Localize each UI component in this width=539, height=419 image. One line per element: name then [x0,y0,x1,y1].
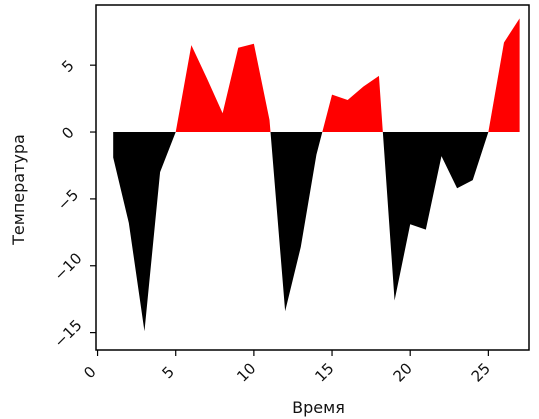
x-tick-label: 5 [158,363,177,382]
y-axis: −15 −10 −5 0 5 [50,56,96,351]
x-tick-label: 20 [390,359,416,385]
x-tick-label: 25 [468,359,494,385]
y-tick-label: −5 [54,186,82,214]
negative-area [113,132,176,332]
x-tick-label: 10 [233,359,259,385]
x-tick-label: 15 [311,359,337,385]
x-axis-title: Время [292,398,345,417]
positive-area [488,18,520,133]
negative-area [270,132,323,312]
y-tick-label: 5 [58,56,77,75]
positive-area [175,43,271,133]
negative-area [382,132,489,301]
x-axis: 0 5 10 15 20 25 [80,350,494,386]
y-tick-label: −15 [50,316,85,351]
axes-frame [95,4,530,351]
positive-area [322,75,383,133]
y-tick-label: 0 [58,123,77,142]
plot-area [113,18,520,332]
x-tick-label: 0 [80,363,99,382]
y-axis-title: Температура [9,134,28,246]
y-tick-label: −10 [50,249,85,284]
